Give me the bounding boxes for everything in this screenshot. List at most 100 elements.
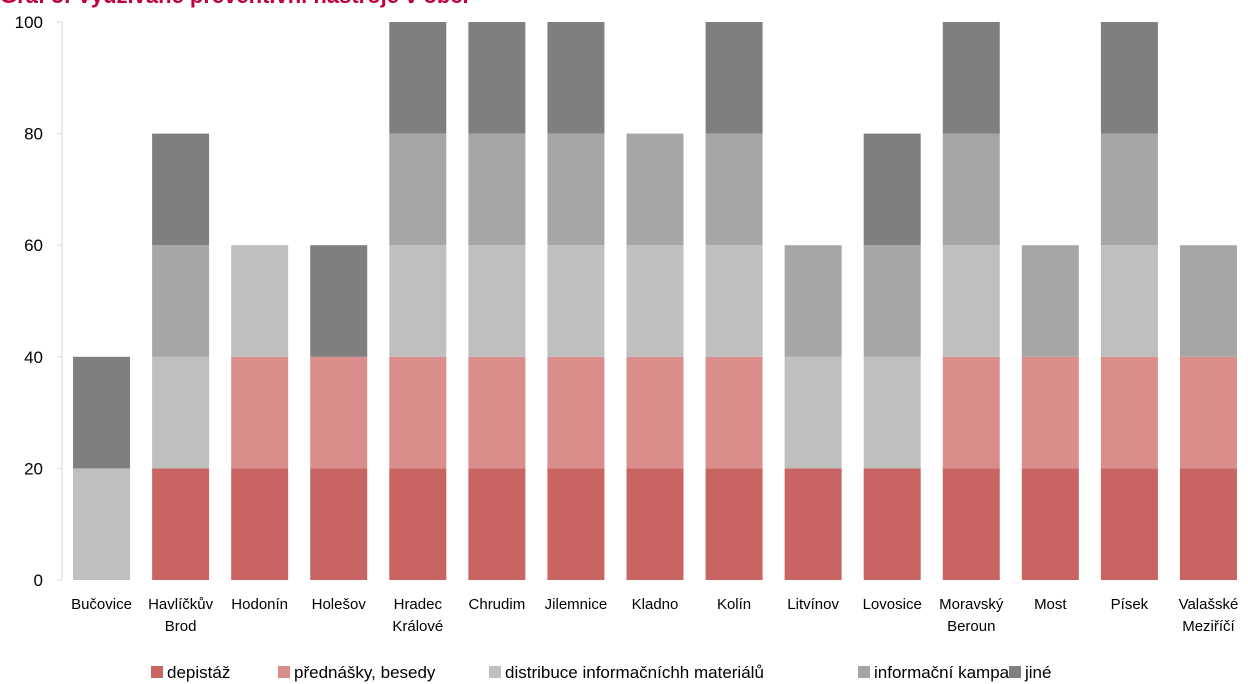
bar-segment (468, 356, 526, 469)
bar-segment (784, 245, 842, 357)
bar-segment (547, 133, 605, 246)
bar-segment (468, 468, 526, 580)
x-category-label: Havlíčkův (148, 596, 214, 613)
legend-label: přednášky, besedy (294, 663, 436, 682)
x-category-label: Kladno (632, 596, 679, 613)
bar-segment (942, 133, 1000, 246)
bar-segment (705, 133, 763, 246)
legend-swatch (151, 666, 163, 678)
bar-segment (705, 245, 763, 357)
bar-segment (1021, 356, 1079, 469)
bar-segment (310, 356, 368, 469)
x-category-label: Jilemnice (545, 596, 608, 613)
bar-segment (942, 468, 1000, 580)
bar-segment (863, 133, 921, 246)
x-category-label: Králové (392, 618, 443, 635)
bar-segment (1179, 245, 1237, 357)
bar-segment (152, 356, 210, 469)
bar-segment (73, 468, 131, 580)
bar-segment (784, 468, 842, 580)
legend-swatch (278, 666, 290, 678)
x-category-label: Meziříčí (1182, 618, 1235, 635)
bar-segment (547, 356, 605, 469)
bar-segment (547, 468, 605, 580)
bar-segment (152, 468, 210, 580)
x-axis-labels: Bučovice Havlíčkův Brod Hodonín Holešov Hrade… (71, 596, 1238, 635)
bar-segment (468, 133, 526, 246)
bar-segment (784, 356, 842, 469)
bar-segment (310, 468, 368, 580)
bar-segment (389, 22, 447, 134)
bar-segment (468, 245, 526, 357)
bar-segment (547, 22, 605, 134)
legend-swatch (1009, 666, 1021, 678)
bar-segment (626, 245, 684, 357)
y-tick-label: 20 (24, 459, 43, 478)
bar-segment (863, 245, 921, 357)
x-category-label: Kolín (717, 596, 751, 613)
bar-segment (942, 245, 1000, 357)
bar-segment (942, 356, 1000, 469)
bar-segment (389, 468, 447, 580)
bar-segment (1100, 22, 1158, 134)
x-category-label: Holešov (312, 596, 367, 613)
bar-segment (1100, 356, 1158, 469)
bar-segment (1021, 468, 1079, 580)
bar-segment (152, 245, 210, 357)
bar-segment (231, 468, 289, 580)
x-category-label: Lovosice (863, 596, 922, 613)
bars-layer (73, 22, 1237, 580)
bar-segment (626, 356, 684, 469)
bar-segment (863, 468, 921, 580)
y-tick-label: 80 (24, 125, 43, 144)
bar-segment (1100, 468, 1158, 580)
y-tick-label: 100 (15, 13, 43, 32)
bar-segment (1100, 245, 1158, 357)
bar-segment (389, 133, 447, 246)
bar-segment (468, 22, 526, 134)
legend-label: informační kampaň (874, 663, 1019, 682)
bar-segment (705, 468, 763, 580)
x-category-label: Most (1034, 596, 1067, 613)
bar-segment (705, 356, 763, 469)
bar-segment (942, 22, 1000, 134)
bar-segment (389, 356, 447, 469)
bar-segment (626, 468, 684, 580)
bar-segment (310, 245, 368, 357)
chart-title: Graf 3: Využívané preventivní nástroje v… (0, 0, 469, 8)
bar-segment (1179, 356, 1237, 469)
bar-segment (1179, 468, 1237, 580)
y-tick-label: 0 (34, 571, 43, 590)
bar-segment (152, 133, 210, 246)
bar-segment (1100, 133, 1158, 246)
bar-segment (389, 245, 447, 357)
y-tick-label: 40 (24, 348, 43, 367)
legend-label: depistáž (167, 663, 230, 682)
x-category-label: Bučovice (71, 596, 132, 613)
x-category-label: Litvínov (787, 596, 839, 613)
x-category-label: Valašské (1179, 596, 1239, 613)
y-axis-ticks: 0 20 40 60 80 100 (15, 13, 62, 590)
x-category-label: Beroun (947, 618, 995, 635)
x-category-label: Hradec (394, 596, 443, 613)
legend-label: jiné (1024, 663, 1051, 682)
bar-segment (1021, 245, 1079, 357)
x-category-label: Brod (165, 618, 197, 635)
legend: depistáž přednášky, besedy distribuce info… (151, 663, 1051, 682)
x-category-label: Chrudim (469, 596, 526, 613)
legend-swatch (858, 666, 870, 678)
bar-segment (73, 356, 131, 469)
bar-segment (231, 245, 289, 357)
bar-segment (863, 356, 921, 469)
bar-segment (547, 245, 605, 357)
legend-label: distribuce informačníchh materiálů (505, 663, 764, 682)
y-tick-label: 60 (24, 236, 43, 255)
x-category-label: Hodonín (231, 596, 288, 613)
x-category-label: Moravský (939, 596, 1004, 613)
bar-segment (626, 133, 684, 246)
bar-segment (705, 22, 763, 134)
bar-segment (231, 356, 289, 469)
legend-swatch (489, 666, 501, 678)
x-category-label: Písek (1111, 596, 1149, 613)
